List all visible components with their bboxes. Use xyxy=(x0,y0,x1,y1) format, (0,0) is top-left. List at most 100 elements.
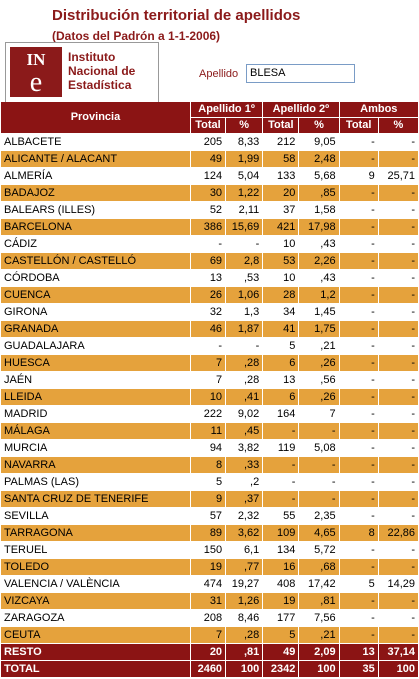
cell: 177 xyxy=(263,610,299,626)
province: MURCIA xyxy=(1,440,190,456)
cell: - xyxy=(339,474,378,490)
cell: 2,26 xyxy=(299,253,339,269)
cell: 41 xyxy=(263,321,299,337)
cell: - xyxy=(190,236,226,252)
cell: - xyxy=(339,151,378,167)
group-header: Apellido 2º xyxy=(263,102,339,117)
data-row: PALMAS (LAS) 5,2- - - - xyxy=(1,474,418,490)
cell: 5 xyxy=(263,627,299,643)
cell: 9,02 xyxy=(226,406,263,422)
cell: 49 xyxy=(263,644,299,660)
cell: 57 xyxy=(190,508,226,524)
cell: ,43 xyxy=(299,236,339,252)
cell: ,43 xyxy=(299,270,339,286)
cell: - xyxy=(378,304,418,320)
data-row: SEVILLA 57 2,32 55 2,35- - xyxy=(1,508,418,524)
cell: 5,68 xyxy=(299,168,339,184)
cell: 133 xyxy=(263,168,299,184)
cell: 28 xyxy=(263,287,299,303)
province: SEVILLA xyxy=(1,508,190,524)
data-row: NAVARRA 8,33- - - - xyxy=(1,457,418,473)
subtitle: (Datos del Padrón a 1-1-2006) xyxy=(52,29,221,43)
cell: 5,04 xyxy=(226,168,263,184)
cell: 8 xyxy=(339,525,378,541)
logo-line: Nacional de xyxy=(68,64,136,78)
cell: 13 xyxy=(339,644,378,660)
cell: 58 xyxy=(263,151,299,167)
cell: 124 xyxy=(190,168,226,184)
sub-header: % xyxy=(226,118,263,133)
cell: ,28 xyxy=(226,355,263,371)
cell: - xyxy=(339,423,378,439)
cell: 32 xyxy=(190,304,226,320)
province: CASTELLÓN / CASTELLÓ xyxy=(1,253,190,269)
data-row: SANTA CRUZ DE TENERIFE 9,37- - - - xyxy=(1,491,418,507)
cell: 20 xyxy=(263,185,299,201)
cell: ,2 xyxy=(226,474,263,490)
sub-header: % xyxy=(378,118,418,133)
data-row: TARRAGONA 89 3,62 109 4,65 8 22,86 xyxy=(1,525,418,541)
cell: - xyxy=(299,474,339,490)
logo-mark: IN e xyxy=(10,47,62,97)
cell: - xyxy=(299,423,339,439)
cell: 1,06 xyxy=(226,287,263,303)
cell: 35 xyxy=(339,661,378,677)
cell: 1,75 xyxy=(299,321,339,337)
province: GIRONA xyxy=(1,304,190,320)
cell: ,53 xyxy=(226,270,263,286)
province: TOTAL xyxy=(1,661,190,677)
cell: - xyxy=(226,236,263,252)
cell: 16 xyxy=(263,559,299,575)
province: LLEIDA xyxy=(1,389,190,405)
cell: 6 xyxy=(263,389,299,405)
cell: 9 xyxy=(190,491,226,507)
group-header: Ambos xyxy=(339,102,418,117)
cell: 6 xyxy=(263,355,299,371)
cell: - xyxy=(339,321,378,337)
cell: 25,71 xyxy=(378,168,418,184)
cell: 100 xyxy=(226,661,263,677)
cell: 8,46 xyxy=(226,610,263,626)
cell: 1,99 xyxy=(226,151,263,167)
cell: 6,1 xyxy=(226,542,263,558)
cell: - xyxy=(263,491,299,507)
search-input[interactable]: BLESA xyxy=(246,64,355,83)
province: BADAJOZ xyxy=(1,185,190,201)
sub-header: Total xyxy=(263,118,299,133)
cell: 5 xyxy=(190,474,226,490)
footer-row: RESTO 20,81 49 2,09 13 37,14 xyxy=(1,644,418,660)
cell: 52 xyxy=(190,202,226,218)
cell: 89 xyxy=(190,525,226,541)
logo-line: Instituto xyxy=(68,50,116,64)
cell: 2,48 xyxy=(299,151,339,167)
cell: 17,42 xyxy=(299,576,339,592)
cell: 386 xyxy=(190,219,226,235)
province: SANTA CRUZ DE TENERIFE xyxy=(1,491,190,507)
cell: - xyxy=(263,457,299,473)
cell: - xyxy=(339,219,378,235)
province: NAVARRA xyxy=(1,457,190,473)
cell: - xyxy=(339,593,378,609)
cell: 134 xyxy=(263,542,299,558)
cell: - xyxy=(378,610,418,626)
data-row: GUADALAJARA - -5,21- - xyxy=(1,338,418,354)
province: CÁDIZ xyxy=(1,236,190,252)
cell: - xyxy=(378,593,418,609)
province: CEUTA xyxy=(1,627,190,643)
cell: - xyxy=(339,406,378,422)
cell: 222 xyxy=(190,406,226,422)
cell: - xyxy=(299,457,339,473)
cell: ,56 xyxy=(299,372,339,388)
cell: - xyxy=(378,389,418,405)
cell: 26 xyxy=(190,287,226,303)
cell: - xyxy=(378,508,418,524)
province: GRANADA xyxy=(1,321,190,337)
cell: ,37 xyxy=(226,491,263,507)
cell: - xyxy=(378,542,418,558)
cell: 34 xyxy=(263,304,299,320)
cell: - xyxy=(299,491,339,507)
cell: 13 xyxy=(190,270,226,286)
province: MADRID xyxy=(1,406,190,422)
cell: - xyxy=(339,372,378,388)
province: CUENCA xyxy=(1,287,190,303)
